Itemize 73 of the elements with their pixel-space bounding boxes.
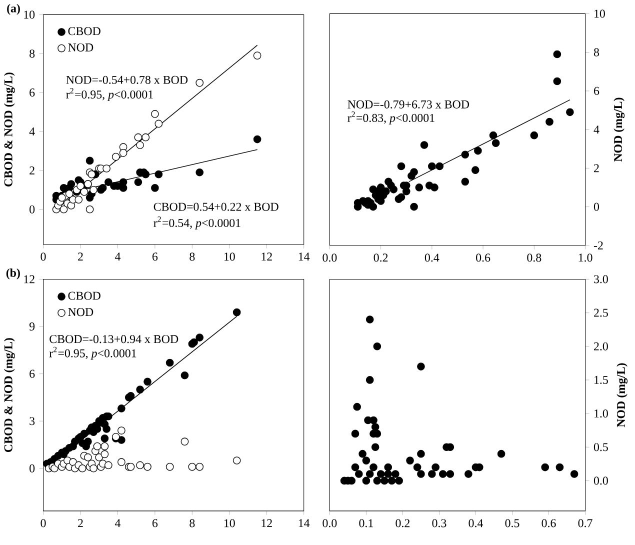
y-tick-label: 10 xyxy=(24,10,35,19)
annotation: NOD=-0.79+6.73 x BOD xyxy=(348,100,470,109)
chart-title: (b) xyxy=(6,268,20,280)
chart-title: (a) xyxy=(7,4,20,15)
x-tick-label: 12 xyxy=(262,252,272,261)
y-tick-label: 0 xyxy=(594,202,600,211)
annotation: r$^{2}$=0.54, p<0.0001 xyxy=(154,216,240,230)
x-tick-label: 0.5 xyxy=(505,519,520,528)
x-tick-label: 6 xyxy=(152,519,158,528)
y-tick-label: 0.5 xyxy=(594,443,608,452)
x-tick-label: 14 xyxy=(298,519,310,528)
x-tick-label: 0 xyxy=(40,519,46,528)
x-tick-label: 2 xyxy=(78,252,83,261)
x-tick-label: 10 xyxy=(224,252,235,261)
annotation: r$^{2}$=0.95, p<0.0001 xyxy=(49,346,136,360)
y-tick-label: 0 xyxy=(30,464,35,473)
x-tick-label: 10 xyxy=(224,519,235,528)
y-tick-label: 10 xyxy=(594,10,605,18)
annotation: CBOD=0.54+0.22 x BOD xyxy=(154,202,278,212)
y-tick-label: 6 xyxy=(30,370,35,378)
x-tick-label: 0.2 xyxy=(374,254,388,262)
x-tick-label: 0.1 xyxy=(359,519,373,528)
y-tick-label: 1.5 xyxy=(594,376,608,384)
y-tick-label: -2 xyxy=(594,242,603,250)
y-axis-title: CBOD & NOD (mg/L) xyxy=(4,72,15,187)
x-tick-label: 12 xyxy=(262,519,272,528)
x-tick-label: 0.6 xyxy=(476,254,490,262)
y-tick-label: 8 xyxy=(30,50,35,58)
annotation: NOD=-0.54+0.78 x BOD xyxy=(66,76,188,84)
y-tick-label: 3.0 xyxy=(594,275,608,284)
legend-label: CBOD xyxy=(68,292,100,300)
x-tick-label: 0.4 xyxy=(468,519,484,528)
x-tick-label: 0.3 xyxy=(432,519,446,528)
y-tick-label: 9 xyxy=(29,322,35,331)
y-tick-label: 0 xyxy=(30,205,35,214)
y-tick-label: 6 xyxy=(30,88,35,97)
y-tick-label: 2 xyxy=(594,164,599,172)
x-tick-label: 4 xyxy=(114,519,121,528)
y-axis-title: CBOD & NOD (mg/L) xyxy=(4,338,15,452)
y-tick-label: 2.0 xyxy=(594,342,608,351)
y-tick-label: 3 xyxy=(30,417,35,426)
x-tick-label: 0.0 xyxy=(322,519,337,528)
y-tick-label: 12 xyxy=(24,275,34,284)
y-tick-label: 4 xyxy=(594,126,600,134)
y-tick-label: 0.0 xyxy=(594,476,608,485)
annotation: r$^{2}$=0.83, p<0.0001 xyxy=(348,112,434,125)
y-tick-label: 1.0 xyxy=(594,410,608,418)
annotation: CBOD=-0.13+0.94 x BOD xyxy=(50,335,178,344)
x-tick-label: 0.6 xyxy=(542,519,556,528)
y-tick-label: 4 xyxy=(29,128,35,136)
y-tick-label: 6 xyxy=(594,87,600,96)
x-tick-label: 0.8 xyxy=(527,254,542,262)
y-axis-title: NOD (mg/L) xyxy=(616,363,628,428)
x-tick-label: 0 xyxy=(40,252,46,261)
x-tick-label: 14 xyxy=(298,252,310,261)
legend-label: NOD xyxy=(68,44,94,52)
x-tick-label: 1.0 xyxy=(578,254,592,262)
x-tick-label: 0.0 xyxy=(322,254,337,262)
x-tick-label: 8 xyxy=(190,252,195,261)
annotation: r$^{2}$=0.95, p<0.0001 xyxy=(66,88,153,102)
y-tick-label: 2.5 xyxy=(594,308,608,317)
x-tick-label: 0.4 xyxy=(424,254,440,262)
y-tick-label: 8 xyxy=(594,48,600,56)
x-tick-label: 4 xyxy=(114,252,121,261)
x-tick-label: 6 xyxy=(152,252,158,261)
y-axis-title: NOD (mg/L) xyxy=(614,98,625,162)
x-tick-label: 0.7 xyxy=(578,519,592,528)
x-tick-label: 2 xyxy=(78,519,83,528)
y-tick-label: 2 xyxy=(30,166,34,175)
legend-label: NOD xyxy=(68,308,94,316)
x-tick-label: 0.2 xyxy=(396,519,410,528)
legend-label: CBOD xyxy=(68,27,100,36)
x-tick-label: 8 xyxy=(190,519,195,528)
